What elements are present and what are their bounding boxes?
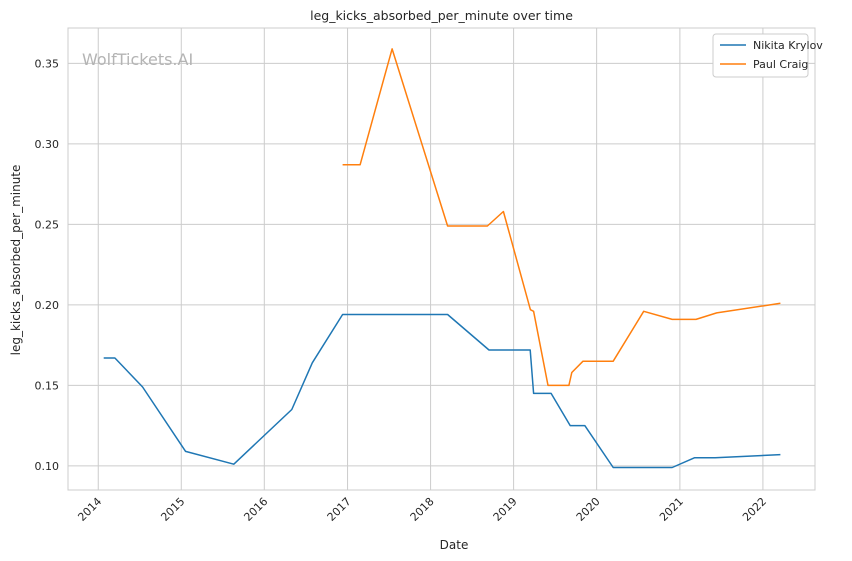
- grid-lines: [68, 28, 815, 490]
- y-tick-label: 0.30: [35, 138, 60, 151]
- legend-label-paul-craig: Paul Craig: [753, 58, 808, 71]
- plot-area: [68, 28, 815, 490]
- watermark: WolfTickets.AI: [82, 50, 193, 69]
- series-line-nikita-krylov: [103, 313, 781, 469]
- chart-title: leg_kicks_absorbed_per_minute over time: [310, 8, 573, 23]
- legend-label-nikita-krylov: Nikita Krylov: [753, 39, 823, 52]
- legend: Nikita Krylov Paul Craig: [712, 33, 823, 78]
- y-tick-label: 0.15: [35, 379, 60, 392]
- y-tick-label: 0.35: [35, 57, 60, 70]
- plot-frame: [67, 27, 816, 491]
- y-axis-label: leg_kicks_absorbed_per_minute: [9, 165, 23, 356]
- x-axis-label: Date: [440, 538, 469, 552]
- y-tick-label: 0.10: [35, 460, 60, 473]
- series-layer: [103, 48, 781, 469]
- y-tick-label: 0.25: [35, 218, 60, 231]
- y-axis-ticks: 0.10 0.15 0.20 0.25 0.30 0.35: [35, 57, 60, 472]
- series-line-paul-craig: [342, 48, 781, 387]
- y-tick-label: 0.20: [35, 299, 60, 312]
